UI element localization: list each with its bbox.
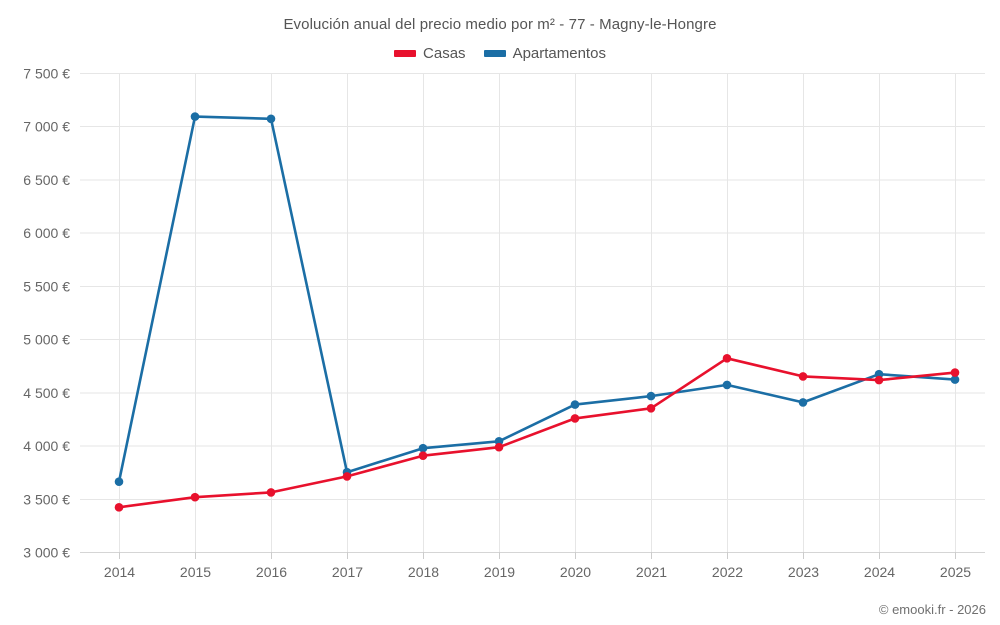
- series-line: [117, 115, 957, 483]
- data-point-marker[interactable]: [342, 472, 352, 481]
- legend-label: Casas: [423, 45, 466, 62]
- data-point-marker[interactable]: [114, 503, 124, 512]
- data-point-marker[interactable]: [570, 400, 580, 409]
- y-axis-tick-label: 4 000 €: [23, 438, 70, 454]
- data-point-marker[interactable]: [646, 391, 656, 401]
- data-point-marker[interactable]: [798, 398, 808, 407]
- x-axis-tick-label: 2021: [636, 564, 667, 580]
- y-axis-tick-label: 3 000 €: [23, 545, 70, 561]
- data-point-marker[interactable]: [494, 437, 504, 446]
- legend-item-apartamentos[interactable]: Apartamentos: [483, 45, 606, 62]
- y-axis-tick-label: 7 000 €: [23, 119, 70, 135]
- x-axis-tick-label: 2014: [104, 564, 135, 580]
- x-axis-tick-label: 2020: [560, 564, 591, 580]
- y-axis-tick-label: 5 000 €: [23, 332, 70, 348]
- data-point-marker[interactable]: [722, 380, 732, 390]
- x-axis-tick-label: 2025: [940, 564, 971, 580]
- y-axis-tick-label: 6 500 €: [23, 172, 70, 188]
- chart-series-casas: [114, 354, 960, 512]
- chart-series-apartamentos: [114, 112, 960, 487]
- data-point-marker[interactable]: [190, 112, 200, 121]
- data-point-marker[interactable]: [266, 114, 276, 124]
- y-axis-tick-label: 6 000 €: [23, 225, 70, 241]
- x-axis-tick-label: 2018: [408, 564, 439, 580]
- data-point-marker[interactable]: [114, 477, 124, 487]
- data-point-marker[interactable]: [722, 354, 732, 363]
- data-point-marker[interactable]: [190, 492, 200, 502]
- y-gridlines: 3 000 € 3 500 € 4 000 € 4 500 € 5 000 € 5 500…: [23, 66, 985, 561]
- data-point-marker[interactable]: [950, 368, 960, 377]
- data-point-marker[interactable]: [950, 375, 960, 384]
- x-axis-tick-label: 2017: [332, 564, 363, 580]
- x-axis-tick-label: 2015: [180, 564, 211, 580]
- x-axis-tick-label: 2019: [484, 564, 515, 580]
- data-point-marker[interactable]: [418, 451, 428, 461]
- data-point-marker[interactable]: [266, 488, 276, 497]
- x-axis-tick-label: 2016: [256, 564, 287, 580]
- legend-item-casas[interactable]: Casas: [394, 45, 466, 62]
- data-point-marker[interactable]: [494, 442, 504, 452]
- y-axis-tick-label: 7 500 €: [23, 66, 70, 82]
- x-axis-tick-label: 2022: [712, 564, 743, 580]
- chart-legend: Casas Apartamentos: [0, 45, 1000, 62]
- chart-title: Evolución anual del precio medio por m² …: [283, 16, 717, 33]
- y-axis-tick-label: 4 500 €: [23, 385, 70, 401]
- data-point-marker[interactable]: [874, 369, 884, 379]
- y-axis-tick-label: 5 500 €: [23, 278, 70, 294]
- x-axis-tick-label: 2024: [864, 564, 895, 580]
- data-point-marker[interactable]: [418, 443, 428, 453]
- credit-label: © emooki.fr - 2026: [878, 602, 986, 617]
- series-line: [117, 357, 957, 509]
- legend-swatch-icon: [483, 50, 506, 57]
- legend-label: Apartamentos: [512, 45, 606, 62]
- legend-swatch-icon: [394, 50, 417, 57]
- y-axis-tick-label: 3 500 €: [23, 491, 70, 507]
- x-axis-tick-label: 2023: [788, 564, 819, 580]
- data-point-marker[interactable]: [798, 372, 808, 381]
- data-point-marker[interactable]: [570, 414, 580, 423]
- data-point-marker[interactable]: [646, 404, 656, 413]
- x-gridlines: 2014 2015 2016 2017 2018 2019 2020 2021 2022 2023…: [104, 73, 971, 580]
- data-point-marker[interactable]: [874, 375, 884, 385]
